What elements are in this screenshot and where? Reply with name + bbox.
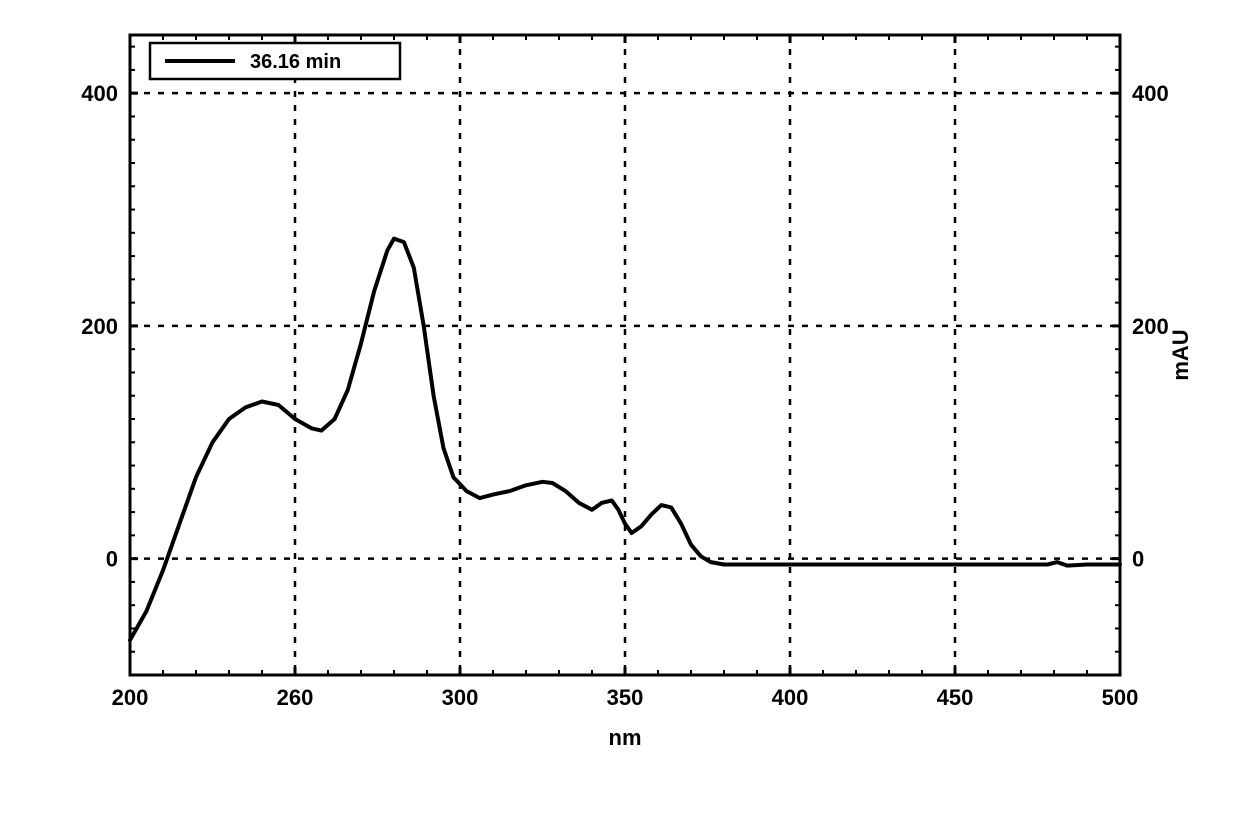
x-tick-label: 260	[277, 685, 314, 710]
y-left-tick-label: 200	[81, 314, 118, 339]
x-tick-label: 500	[1102, 685, 1139, 710]
y-right-tick-label: 0	[1132, 547, 1144, 572]
legend-label: 36.16 min	[250, 51, 341, 73]
spectrum-chart: 200 260 300 350 400 450 500 0 200 400 0 200 400 nm mAU…	[40, 20, 1200, 780]
y-left-tick-label: 0	[106, 547, 118, 572]
y-right-tick-label: 400	[1132, 81, 1169, 106]
y-right-tick-label: 200	[1132, 314, 1169, 339]
x-tick-label: 350	[607, 685, 644, 710]
x-tick-label: 450	[937, 685, 974, 710]
x-tick-label: 200	[112, 685, 149, 710]
y-left-tick-label: 400	[81, 81, 118, 106]
x-tick-label: 300	[442, 685, 479, 710]
chart-svg: 200 260 300 350 400 450 500 0 200 400 0 200 400 nm mAU…	[40, 20, 1200, 780]
x-axis-label: nm	[609, 725, 642, 750]
y-axis-label: mAU	[1168, 329, 1193, 380]
x-tick-label: 400	[772, 685, 809, 710]
